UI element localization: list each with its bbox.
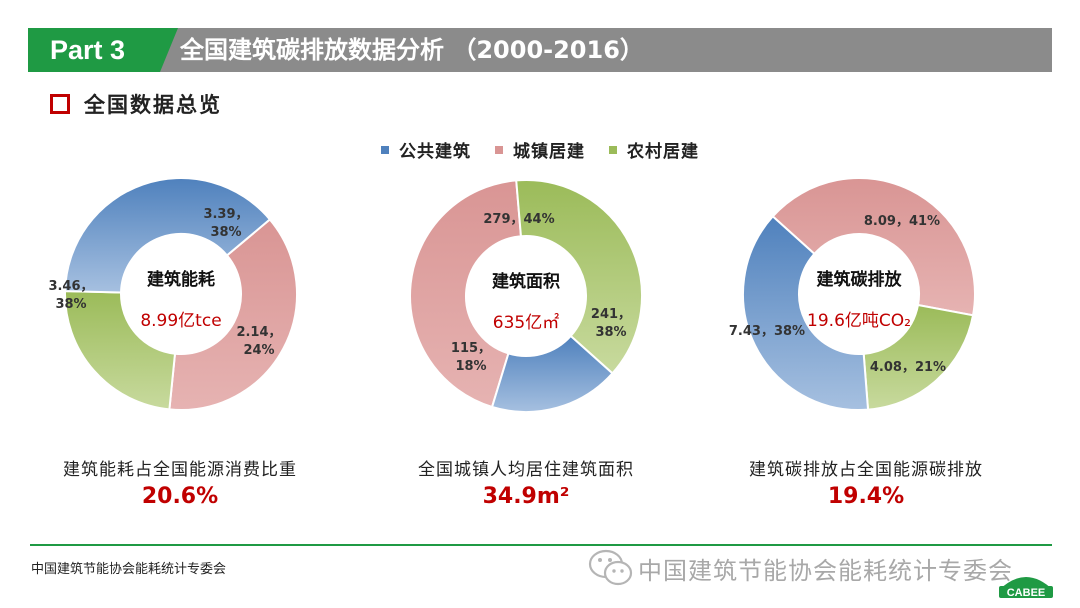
donut-slice-0-2	[64, 290, 177, 411]
footer-divider	[30, 544, 1052, 546]
slice-label-1-1-0: 279，44%	[483, 212, 554, 227]
section-title: 全国数据总览	[84, 93, 222, 117]
donut-slice-1-2	[515, 179, 643, 375]
legend-swatch-rural	[609, 145, 617, 154]
legend-label-public: 公共建筑	[399, 142, 471, 162]
wechat-watermark: 中国建筑节能协会能耗统计专委会	[588, 548, 1013, 588]
donut-center-value-2: 19.6亿吨CO₂	[807, 311, 911, 331]
slice-label-1-2-0: 241，	[591, 307, 631, 322]
donut-slice-1-0	[490, 334, 614, 413]
slide-header: Part 3 全国建筑碳排放数据分析 （2000-2016）	[28, 28, 1052, 72]
caption-carbon-share-value: 19.4%	[827, 484, 905, 509]
slice-label-2-1-0: 8.09，41%	[864, 214, 940, 229]
legend-item-public: 公共建筑	[381, 137, 471, 162]
slice-label-1-0-1: 18%	[455, 359, 486, 374]
chart-legend: 公共建筑 城镇居建 农村居建	[0, 137, 1080, 162]
slice-label-2-0-0: 7.43，38%	[729, 324, 805, 339]
donut-slice-0-0	[64, 177, 272, 294]
donut-slice-0-1	[168, 218, 298, 411]
caption-per-capita-area: 全国城镇人均居住建筑面积	[418, 460, 634, 480]
slice-label-1-2-1: 38%	[595, 325, 626, 340]
footer-organization: 中国建筑节能协会能耗统计专委会	[31, 562, 227, 577]
legend-label-urban: 城镇居建	[513, 142, 585, 162]
header-part-label: Part 3	[50, 35, 126, 65]
legend-item-urban: 城镇居建	[495, 137, 585, 162]
donut-center-title-2: 建筑碳排放	[817, 269, 903, 290]
slice-label-0-2-1: 24%	[243, 343, 274, 358]
wechat-icon	[588, 549, 633, 586]
caption-energy-share-value: 20.6%	[141, 484, 219, 509]
slice-label-0-1-0: 3.39，	[203, 207, 248, 222]
watermark-text: 中国建筑节能协会能耗统计专委会	[638, 556, 1013, 585]
legend-swatch-urban	[495, 145, 503, 154]
header-bar	[28, 28, 1052, 72]
donut-slice-1-1	[409, 179, 523, 409]
square-bullet-icon	[50, 94, 70, 114]
legend-swatch-public	[381, 145, 389, 154]
cabee-logo: CABEE	[999, 577, 1053, 599]
slice-label-0-1-1: 38%	[210, 225, 241, 240]
header-part-tab	[28, 28, 178, 72]
legend-item-rural: 农村居建	[609, 137, 699, 162]
caption-carbon-share: 建筑碳排放占全国能源碳排放	[749, 460, 983, 480]
slice-label-0-0-1: 38%	[55, 297, 86, 312]
header-title: 全国建筑碳排放数据分析 （2000-2016）	[180, 36, 644, 64]
donut-slice-2-0	[742, 214, 870, 411]
section-heading: 全国数据总览	[50, 90, 222, 118]
cabee-logo-text: CABEE	[1007, 587, 1046, 599]
donut-center-title-0: 建筑能耗	[147, 269, 215, 290]
donut-center-value-0: 8.99亿tce	[140, 311, 221, 331]
caption-energy-share: 建筑能耗占全国能源消费比重	[63, 460, 297, 480]
legend-label-rural: 农村居建	[627, 142, 699, 162]
slice-label-1-0-0: 115，	[451, 341, 491, 356]
slice-label-2-2-0: 4.08，21%	[870, 360, 946, 375]
donut-center-title-1: 建筑面积	[492, 271, 560, 292]
slice-label-0-2-0: 2.14，	[236, 325, 281, 340]
slice-label-0-0-0: 3.46，	[48, 279, 93, 294]
donut-center-value-1: 635亿㎡	[493, 313, 559, 333]
caption-per-capita-area-value: 34.9m²	[482, 484, 570, 509]
donut-slice-2-1	[771, 177, 976, 317]
